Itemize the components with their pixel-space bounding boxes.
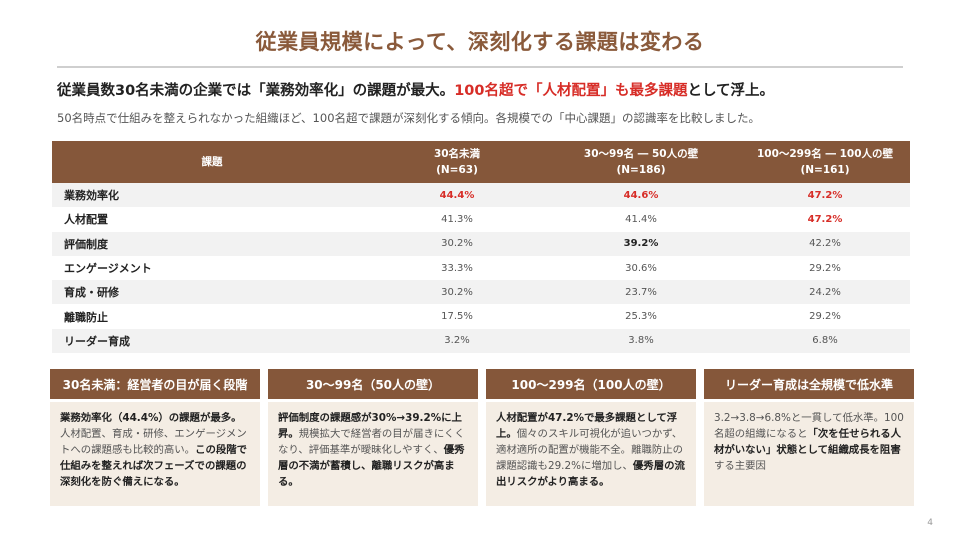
row-label: リーダー育成 <box>52 328 372 354</box>
cell-value: 44.4% <box>372 183 542 208</box>
table-row: 育成・研修 30.2% 23.7% 24.2% <box>52 280 910 305</box>
header-30-99-label: 30〜99名 ― 50人の壁 <box>583 148 699 160</box>
header-100-299-n: (N=161) <box>800 164 850 176</box>
cell-value: 44.6% <box>542 183 740 208</box>
cell-value: 29.2% <box>740 255 910 281</box>
table-row: 人材配置 41.3% 41.4% 47.2% <box>52 207 910 232</box>
cell-value: 41.3% <box>372 207 542 232</box>
card-100-299: 100〜299名（100人の壁） 人材配置が47.2%で最多課題として浮上。個々… <box>486 369 696 506</box>
cell-value: 3.2% <box>372 328 542 354</box>
page-number: 4 <box>927 518 933 528</box>
card-body: 評価制度の課題感が30%→39.2%に上昇。規模拡大で経営者の目が届きにくくなり… <box>268 402 478 506</box>
cell-value: 23.7% <box>542 280 740 305</box>
card-body: 人材配置が47.2%で最多課題として浮上。個々のスキル可視化が追いつかず、適材適… <box>486 402 696 506</box>
card-30-99: 30〜99名（50人の壁） 評価制度の課題感が30%→39.2%に上昇。規模拡大… <box>268 369 478 506</box>
row-label: エンゲージメント <box>52 255 372 281</box>
table-row: リーダー育成 3.2% 3.8% 6.8% <box>52 328 910 354</box>
subheadline: 50名時点で仕組みを整えられなかった組織ほど、100名超で課題が深刻化する傾向。… <box>57 111 761 125</box>
header-issue: 課題 <box>52 141 372 183</box>
card-bold-text: この段階で仕組みを整えれば次フェーズでの課題の深刻化を防ぐ備えになる。 <box>60 444 248 488</box>
cell-value: 29.2% <box>740 304 910 329</box>
card-header: 30名未満：経営者の目が届く段階 <box>50 369 260 399</box>
cell-value: 30.2% <box>372 231 542 256</box>
table-header-row: 課題 30名未満 (N=63) 30〜99名 ― 50人の壁 (N=186) 100… <box>52 141 910 183</box>
table-row: 業務効率化 44.4% 44.6% 47.2% <box>52 183 910 208</box>
cell-value: 47.2% <box>740 207 910 232</box>
cell-value: 3.8% <box>542 328 740 354</box>
card-bold-text: 人材配置が47.2%で最多課題として浮上。 <box>496 412 678 440</box>
row-label: 育成・研修 <box>52 280 372 305</box>
header-under-30-label: 30名未満 <box>433 148 481 160</box>
card-header: 30〜99名（50人の壁） <box>268 369 478 399</box>
card-text: 個々のスキル可視化が追いつかず、適材適所の配置が機能不全。離職防止の課題認識も2… <box>496 428 684 472</box>
card-under-30: 30名未満：経営者の目が届く段階 業務効率化（44.4%）の課題が最多。人材配置… <box>50 369 260 506</box>
cell-value: 6.8% <box>740 328 910 354</box>
header-100-299-label: 100〜299名 ― 100人の壁 <box>756 148 894 160</box>
cell-value: 25.3% <box>542 304 740 329</box>
card-bold-text: 評価制度の課題感が30%→39.2%に上昇。 <box>278 412 462 440</box>
table-row: エンゲージメント 33.3% 30.6% 29.2% <box>52 255 910 281</box>
table-row: 離職防止 17.5% 25.3% 29.2% <box>52 304 910 329</box>
header-100-299: 100〜299名 ― 100人の壁 (N=161) <box>740 141 910 183</box>
cell-value: 39.2% <box>542 231 740 256</box>
row-label: 業務効率化 <box>52 183 372 208</box>
title-divider <box>57 66 903 68</box>
card-bold-text: 業務効率化（44.4%）の課題が最多。 <box>60 412 242 424</box>
row-label: 離職防止 <box>52 304 372 329</box>
cell-value: 30.6% <box>542 255 740 281</box>
header-under-30: 30名未満 (N=63) <box>372 141 542 183</box>
headline: 従業員数30名未満の企業では「業務効率化」の課題が最大。100名超で「人材配置」… <box>57 79 907 100</box>
issue-comparison-table: 課題 30名未満 (N=63) 30〜99名 ― 50人の壁 (N=186) 100… <box>52 141 910 354</box>
card-leader-development: リーダー育成は全規模で低水準 3.2→3.8→6.8%と一貫して低水準。100名… <box>704 369 914 506</box>
cell-value: 41.4% <box>542 207 740 232</box>
card-text: 規模拡大で経営者の目が届きにくくなり、評価基準が曖昧化しやすく、 <box>278 428 465 456</box>
headline-part3: として浮上。 <box>687 83 775 99</box>
page-title: 従業員規模によって、深刻化する課題は変わる <box>255 30 705 54</box>
headline-part1: 従業員数30名未満の企業では「業務効率化」の課題が最大。 <box>57 83 455 99</box>
header-under-30-n: (N=63) <box>436 164 478 176</box>
header-30-99-n: (N=186) <box>616 164 666 176</box>
card-text: 人材配置、育成・研修、エンゲージメントへの課題感も比較的高い。 <box>60 428 247 456</box>
card-body: 業務効率化（44.4%）の課題が最多。人材配置、育成・研修、エンゲージメントへの… <box>50 402 260 506</box>
cell-value: 47.2% <box>740 183 910 208</box>
cell-value: 30.2% <box>372 280 542 305</box>
row-label: 人材配置 <box>52 207 372 232</box>
header-30-99: 30〜99名 ― 50人の壁 (N=186) <box>542 141 740 183</box>
card-header: リーダー育成は全規模で低水準 <box>704 369 914 399</box>
cell-value: 24.2% <box>740 280 910 305</box>
card-text: する主要因 <box>714 460 766 472</box>
cell-value: 17.5% <box>372 304 542 329</box>
card-bold-text: 「次を任せられる人材がいない」状態として組織成長を阻害 <box>714 428 902 456</box>
cell-value: 33.3% <box>372 255 542 281</box>
card-text: 3.2→3.8→6.8%と一貫して低水準。100名超の組織になると <box>714 412 904 440</box>
card-bold-text: 優秀層の不満が蓄積し、離職リスクが高まる。 <box>278 444 465 488</box>
card-bold-text: 優秀層の流出リスクがより高まる。 <box>496 460 685 488</box>
table-row: 評価制度 30.2% 39.2% 42.2% <box>52 231 910 256</box>
row-label: 評価制度 <box>52 231 372 256</box>
card-header: 100〜299名（100人の壁） <box>486 369 696 399</box>
card-body: 3.2→3.8→6.8%と一貫して低水準。100名超の組織になると「次を任せられ… <box>704 402 914 506</box>
cell-value: 42.2% <box>740 231 910 256</box>
headline-highlight: 100名超で「人材配置」も最多課題 <box>454 83 688 99</box>
